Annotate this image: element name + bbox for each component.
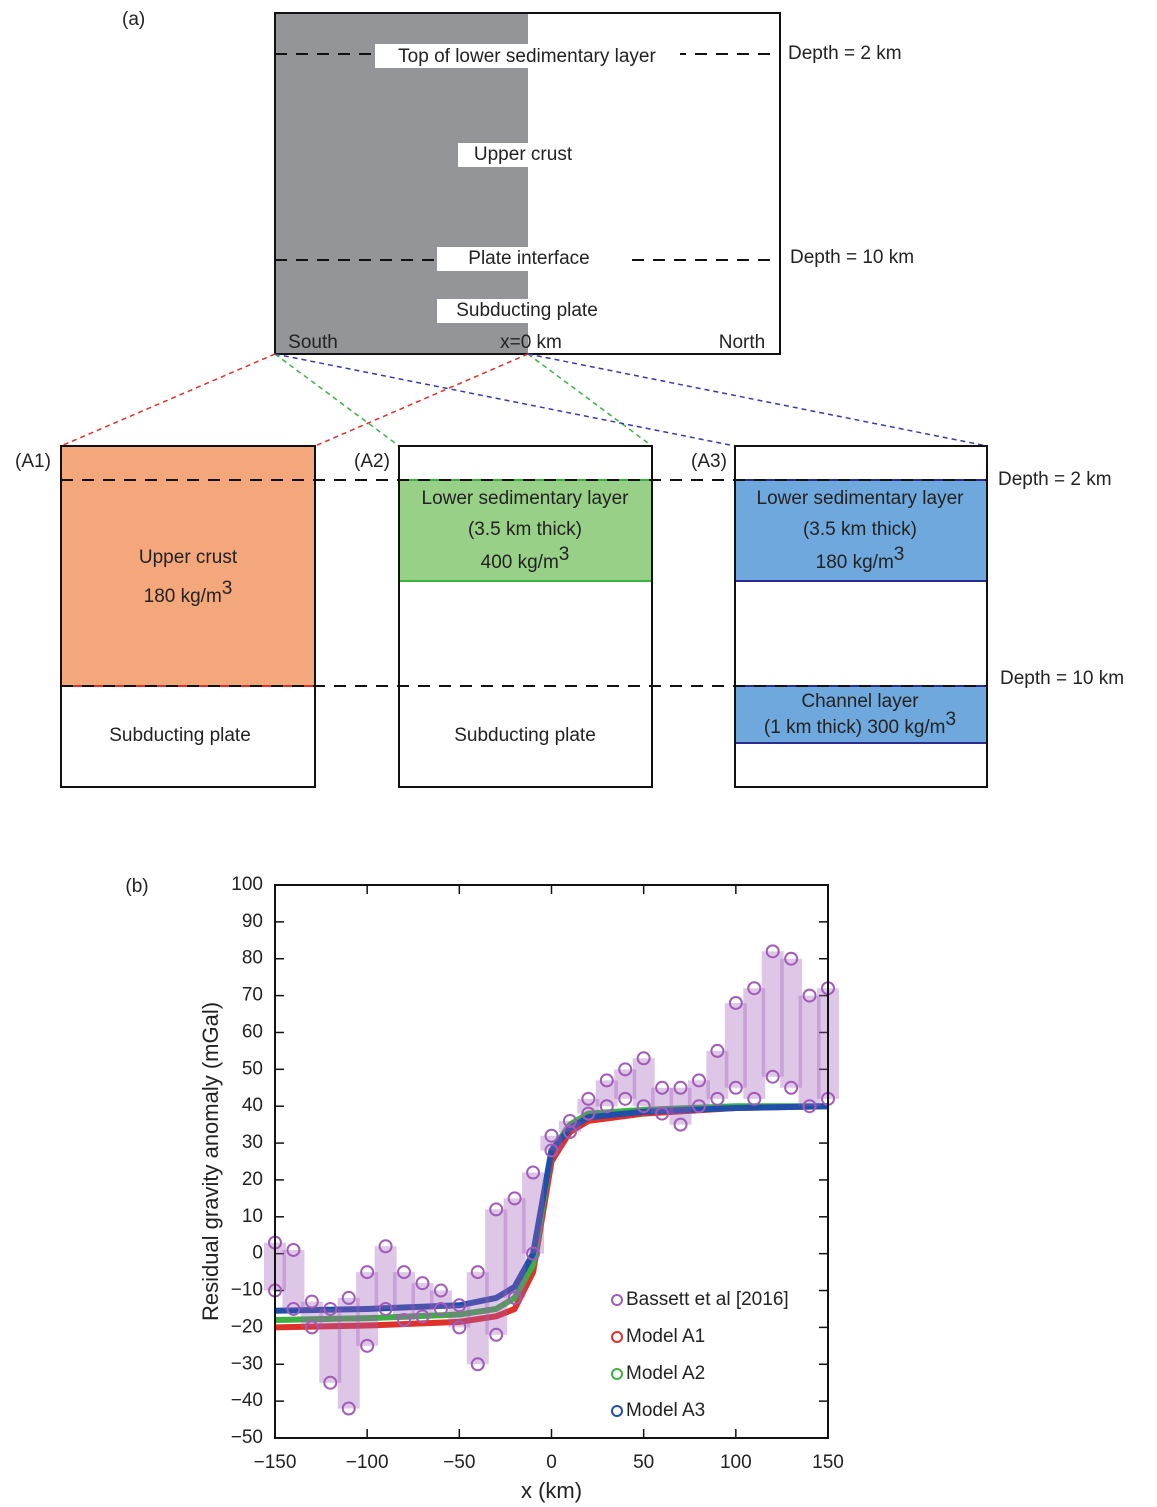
x-tick-label: 150 [812, 1452, 844, 1473]
legend-marker [612, 1332, 622, 1342]
legend-marker [612, 1369, 622, 1379]
layer-label: Plate interface [468, 248, 589, 269]
depth-label: Depth = 2 km [788, 43, 902, 64]
y-tick-label: −30 [231, 1353, 263, 1374]
density-text: 180 kg/m [816, 552, 894, 573]
legend-label: Bassett et al [2016] [626, 1289, 789, 1310]
x-tick-label: 50 [633, 1452, 654, 1473]
model-label: (A2) [354, 451, 390, 472]
page: (a) Top of lower sedimentary layer Upper… [0, 0, 1157, 1507]
figure: (a) Top of lower sedimentary layer Upper… [0, 0, 1157, 1507]
y-tick-label: 0 [252, 1243, 263, 1264]
model-label: (A3) [691, 451, 727, 472]
legend-label: Model A1 [626, 1326, 705, 1347]
channel-label: Channel layer [801, 691, 919, 712]
layer-label: Lower sedimentary layer [757, 488, 965, 509]
channel-exponent: 3 [946, 709, 957, 730]
layer-label: Lower sedimentary layer [422, 488, 630, 509]
y-tick-label: 80 [242, 948, 263, 969]
y-tick-label: 50 [242, 1058, 263, 1079]
zoom-line [275, 354, 735, 446]
layer-label: Subducting plate [109, 725, 251, 746]
layer-label: Top of lower sedimentary layer [398, 46, 656, 67]
model-label: (A1) [15, 451, 51, 472]
zoom-lines [61, 354, 987, 446]
legend-label: Model A3 [626, 1400, 705, 1421]
x-tick-label: −50 [443, 1452, 475, 1473]
x-tick-label: −100 [346, 1452, 389, 1473]
y-tick-label: 10 [242, 1206, 263, 1227]
y-tick-label: 90 [242, 911, 263, 932]
thickness-label: (3.5 km thick) [803, 519, 917, 540]
layer-label: Subducting plate [454, 725, 596, 746]
direction-label: North [719, 332, 765, 353]
zoom-line [61, 354, 275, 446]
density-text: 180 kg/m [144, 586, 222, 607]
y-tick-label: −50 [231, 1427, 263, 1448]
x-axis-label: x (km) [521, 1478, 582, 1503]
y-tick-label: −40 [231, 1390, 263, 1411]
density-exponent: 3 [559, 544, 570, 565]
zoom-line [528, 354, 652, 446]
depth-label: Depth = 10 km [790, 247, 914, 268]
channel-text: (1 km thick) 300 kg/m [764, 717, 946, 738]
y-tick-label: 40 [242, 1095, 263, 1116]
y-tick-label: 20 [242, 1169, 263, 1190]
layer-label: Upper crust [139, 547, 238, 568]
x-tick-label: −150 [254, 1452, 297, 1473]
y-tick-label: 70 [242, 985, 263, 1006]
y-axis-label: Residual gravity anomaly (mGal) [198, 1002, 223, 1321]
zoom-line [275, 354, 399, 446]
depth-label: Depth = 10 km [1000, 668, 1124, 689]
zoom-line [528, 354, 987, 446]
layer-label: Upper crust [474, 144, 573, 165]
y-tick-label: −20 [231, 1316, 263, 1337]
panel-label: (a) [122, 9, 145, 30]
y-tick-label: 30 [242, 1132, 263, 1153]
density-text: 400 kg/m [481, 552, 559, 573]
y-tick-label: −10 [231, 1280, 263, 1301]
layer-label: Subducting plate [456, 300, 598, 321]
x-tick-label: 0 [546, 1452, 557, 1473]
legend-marker [612, 1406, 622, 1416]
legend-label: Model A2 [626, 1363, 705, 1384]
origin-label: x=0 km [500, 332, 562, 353]
y-tick-label: 100 [231, 874, 263, 895]
direction-label: South [288, 332, 338, 353]
thickness-label: (3.5 km thick) [468, 519, 582, 540]
x-tick-label: 100 [720, 1452, 752, 1473]
density-exponent: 3 [894, 544, 905, 565]
y-tick-label: 60 [242, 1021, 263, 1042]
depth-label: Depth = 2 km [998, 469, 1112, 490]
density-exponent: 3 [222, 578, 233, 599]
legend-marker [612, 1295, 622, 1305]
panel-label: (b) [125, 876, 148, 897]
